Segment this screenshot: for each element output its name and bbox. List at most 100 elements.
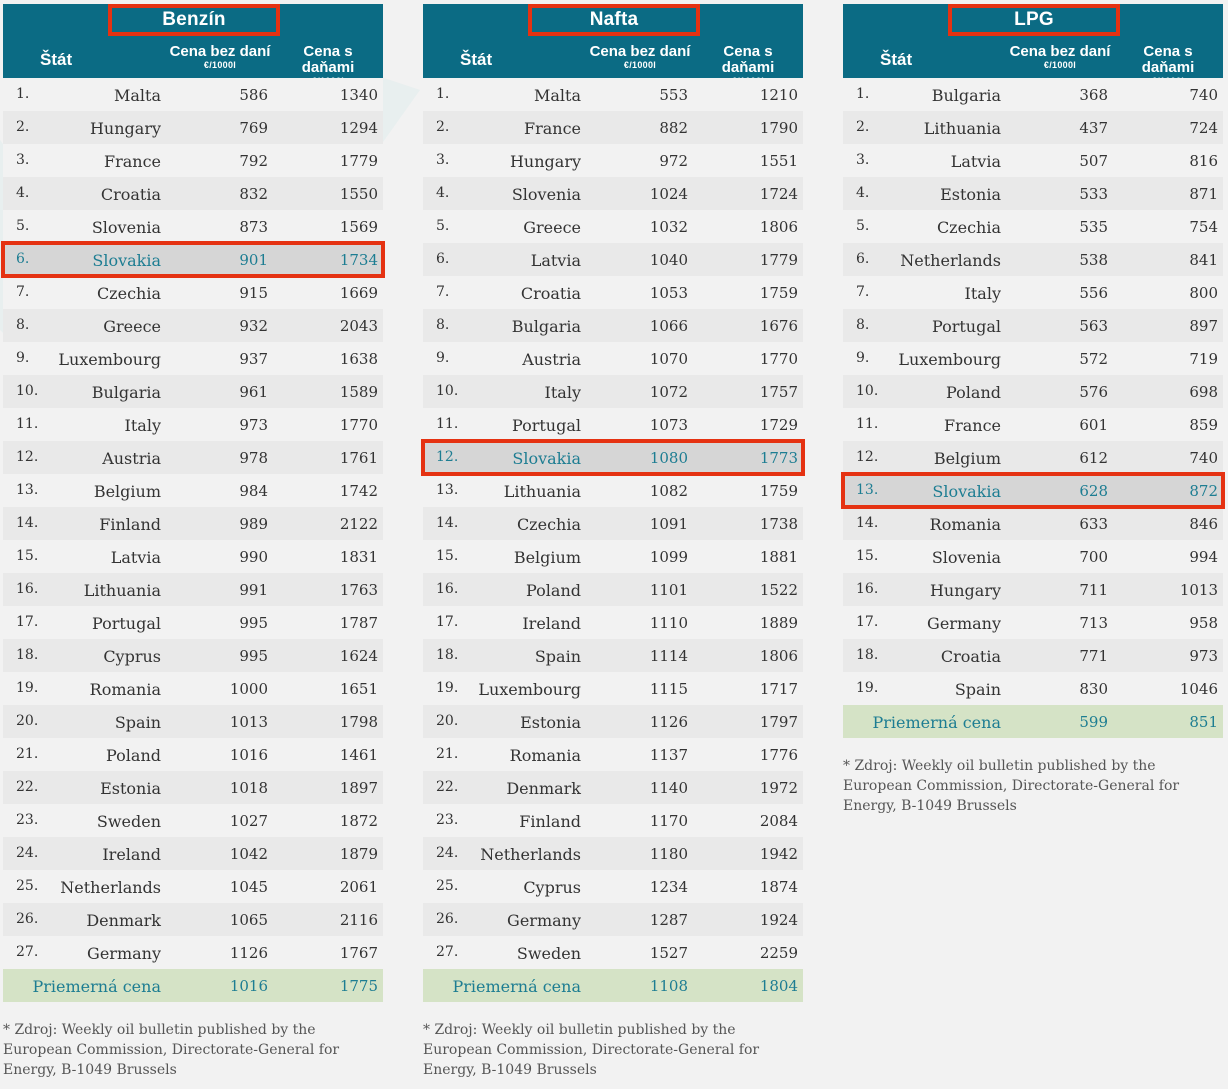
table-row: 23. Finland 1170 2084 (423, 804, 803, 837)
rank-cell: 3. (856, 152, 870, 168)
average-price-with-tax: 1804 (759, 977, 798, 995)
rank-cell: 15. (856, 548, 879, 564)
price-with-tax-cell: 2259 (759, 944, 798, 962)
price-without-tax-cell: 1114 (649, 647, 688, 665)
rank-cell: 5. (436, 218, 450, 234)
table-row: 4. Croatia 832 1550 (3, 177, 383, 210)
average-row: Priemerná cena 1016 1775 (3, 969, 383, 1002)
rank-cell: 8. (436, 317, 450, 333)
table-row: 17. Ireland 1110 1889 (423, 606, 803, 639)
price-without-tax-cell: 901 (239, 251, 268, 269)
price-without-tax-header: Cena bez daní €/1000l (168, 44, 272, 71)
price-with-tax-cell: 724 (1189, 119, 1218, 137)
price-with-tax-cell: 1589 (339, 383, 378, 401)
rank-cell: 13. (856, 482, 879, 498)
rank-cell: 23. (436, 812, 459, 828)
price-without-tax-cell: 1099 (649, 548, 688, 566)
price-with-tax-cell: 1669 (339, 284, 378, 302)
country-cell: France (943, 416, 1001, 435)
price-without-tax-cell: 1032 (649, 218, 688, 236)
country-cell: Romania (89, 680, 161, 699)
price-with-tax-cell: 1638 (339, 350, 378, 368)
price-with-tax-cell: 1798 (339, 713, 378, 731)
price-with-tax-cell: 1761 (339, 449, 378, 467)
rank-cell: 12. (856, 449, 879, 465)
price-without-tax-cell: 1170 (649, 812, 688, 830)
country-cell: Slovenia (91, 218, 161, 237)
country-cell: Spain (534, 647, 581, 666)
table-row: 14. Finland 989 2122 (3, 507, 383, 540)
price-without-tax-cell: 1527 (649, 944, 688, 962)
price-without-tax-cell: 989 (239, 515, 268, 533)
price-without-tax-cell: 586 (239, 86, 268, 104)
country-cell: Cyprus (103, 647, 161, 666)
table-row: 10. Bulgaria 961 1589 (3, 375, 383, 408)
country-cell: Sweden (96, 812, 161, 831)
price-without-tax-cell: 1042 (229, 845, 268, 863)
price-with-tax-cell: 1759 (759, 482, 798, 500)
rank-cell: 1. (436, 86, 450, 102)
price-without-tax-cell: 882 (659, 119, 688, 137)
rank-cell: 14. (16, 515, 39, 531)
price-without-tax-cell: 973 (239, 416, 268, 434)
rank-cell: 7. (16, 284, 30, 300)
rank-cell: 3. (16, 152, 30, 168)
price-without-tax-cell: 1070 (649, 350, 688, 368)
state-column-header: Štát (880, 50, 913, 69)
price-without-tax-cell: 700 (1079, 548, 1108, 566)
table-row: 2. Lithuania 437 724 (843, 111, 1223, 144)
country-cell: Slovenia (511, 185, 581, 204)
rank-cell: 10. (436, 383, 459, 399)
rank-cell: 25. (436, 878, 459, 894)
rank-cell: 21. (16, 746, 39, 762)
country-cell: Spain (954, 680, 1001, 699)
table-row: 21. Poland 1016 1461 (3, 738, 383, 771)
rank-cell: 16. (16, 581, 39, 597)
price-without-tax-cell: 769 (239, 119, 268, 137)
rank-cell: 18. (16, 647, 39, 663)
rank-cell: 9. (436, 350, 450, 366)
rank-cell: 18. (436, 647, 459, 663)
country-cell: France (523, 119, 581, 138)
source-note: * Zdroj: Weekly oil bulletin published b… (423, 1022, 760, 1078)
price-without-tax-cell: 990 (239, 548, 268, 566)
price-with-tax-cell: 1759 (759, 284, 798, 302)
table-row: 24. Netherlands 1180 1942 (423, 837, 803, 870)
price-without-tax-cell: 1000 (229, 680, 268, 698)
country-cell: Estonia (520, 713, 581, 732)
average-label: Priemerná cena (452, 977, 582, 996)
table-row: 23. Sweden 1027 1872 (3, 804, 383, 837)
unit-label: €/1000l (1043, 60, 1077, 70)
rank-cell: 27. (16, 944, 39, 960)
rank-cell: 7. (436, 284, 450, 300)
country-cell: Latvia (110, 548, 161, 567)
table-row: 5. Czechia 535 754 (843, 210, 1223, 243)
price-with-tax-cell: 859 (1189, 416, 1218, 434)
table-row: 10. Italy 1072 1757 (423, 375, 803, 408)
price-without-tax-cell: 437 (1079, 119, 1108, 137)
price-without-tax-cell: 991 (239, 581, 268, 599)
rank-cell: 2. (16, 119, 30, 135)
price-without-tax-cell: 792 (239, 152, 268, 170)
country-cell: Estonia (100, 779, 161, 798)
country-cell: Hungary (509, 152, 581, 171)
table-lpg: LPG Štát Cena bez daní €/1000l Cena s da… (841, 4, 1225, 816)
country-cell: Lithuania (923, 119, 1001, 138)
table-row: 18. Cyprus 995 1624 (3, 639, 383, 672)
rank-cell: 24. (436, 845, 459, 861)
table-row: 6. Netherlands 538 841 (843, 243, 1223, 276)
price-with-tax-cell: 973 (1189, 647, 1218, 665)
rank-cell: 20. (436, 713, 459, 729)
rank-cell: 17. (856, 614, 879, 630)
price-without-tax-cell: 1016 (229, 746, 268, 764)
table-row: 16. Hungary 711 1013 (843, 573, 1223, 606)
rank-cell: 27. (436, 944, 459, 960)
table-row: 16. Poland 1101 1522 (423, 573, 803, 606)
table-header: Nafta Štát Cena bez daní €/1000l Cena s … (423, 4, 803, 86)
table-nafta: Nafta Štát Cena bez daní €/1000l Cena s … (421, 4, 805, 1080)
price-with-tax-cell: 740 (1189, 449, 1218, 467)
average-label: Priemerná cena (32, 977, 162, 996)
state-column-header: Štát (40, 50, 73, 69)
rank-cell: 10. (16, 383, 39, 399)
country-cell: Finland (99, 515, 161, 534)
